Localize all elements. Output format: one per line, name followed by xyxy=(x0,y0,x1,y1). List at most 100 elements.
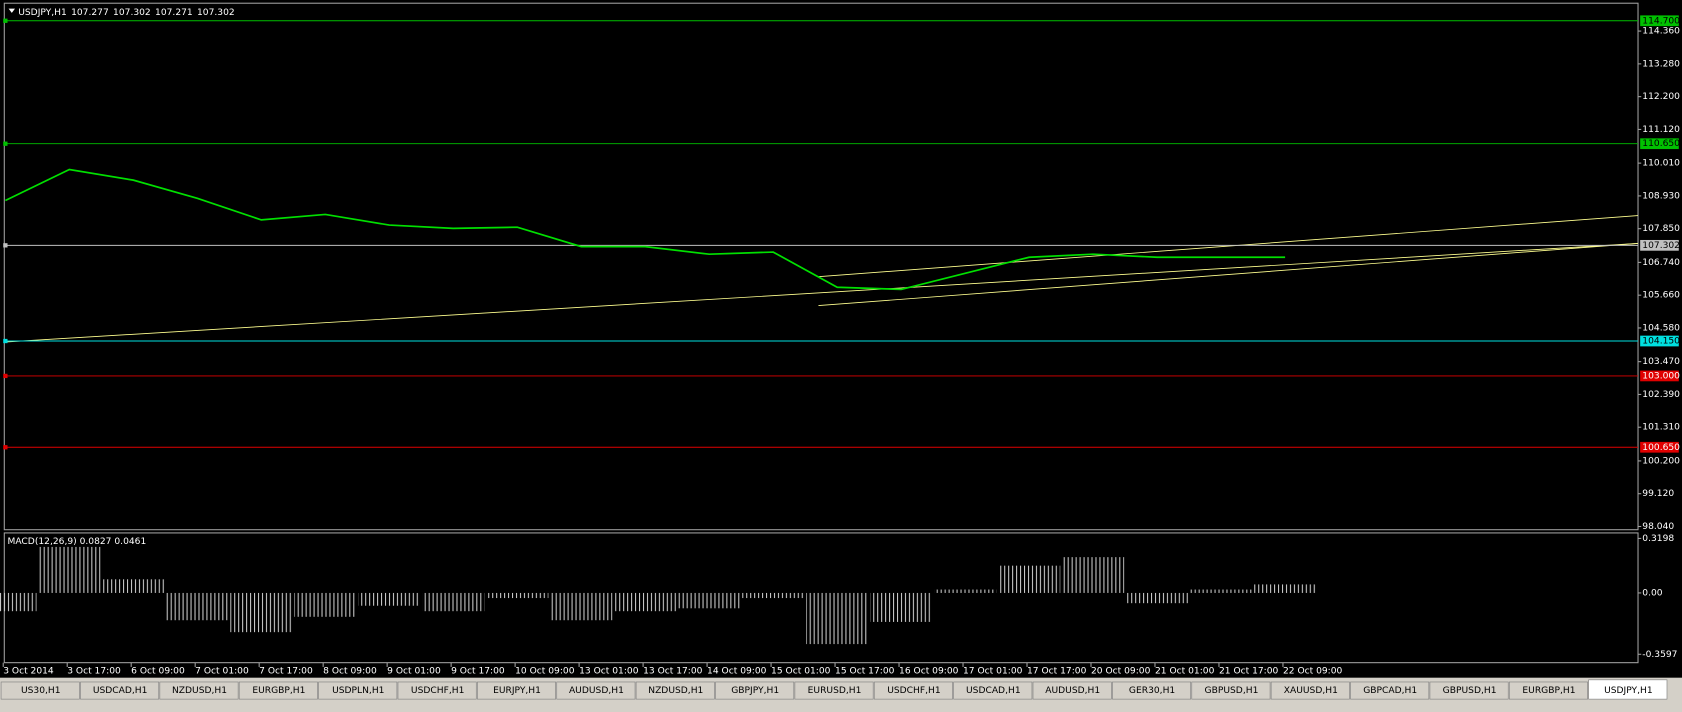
macd-bar xyxy=(742,592,805,599)
level-label-box xyxy=(1640,239,1679,251)
tab[interactable] xyxy=(1191,681,1271,700)
level-label-box xyxy=(1640,15,1679,27)
level-handle xyxy=(3,373,8,379)
tab[interactable] xyxy=(1508,681,1588,700)
tab-label[interactable]: USDCHF,H1 xyxy=(887,686,940,696)
tab-label[interactable]: GBPCAD,H1 xyxy=(1363,686,1417,696)
x-tick-label: 21 Oct 01:00 xyxy=(1155,667,1215,677)
tab-label[interactable]: EURUSD,H1 xyxy=(808,686,862,696)
tab[interactable] xyxy=(635,681,715,700)
price-line xyxy=(4,168,1286,291)
y-tick-label: 111.120 xyxy=(1642,125,1680,135)
x-tick-label: 21 Oct 17:00 xyxy=(1219,667,1279,677)
y-tick-label: 104.580 xyxy=(1642,323,1680,333)
tab-label[interactable]: AUDUSD,H1 xyxy=(1045,686,1100,696)
macd-bar xyxy=(1190,589,1253,593)
tab-label[interactable]: NZDUSD,H1 xyxy=(648,686,703,696)
x-tick-label: 14 Oct 09:00 xyxy=(707,667,767,677)
tab-label[interactable]: AUDUSD,H1 xyxy=(569,686,624,696)
tab[interactable] xyxy=(397,681,477,700)
level-handle xyxy=(3,445,8,450)
macd-bar xyxy=(934,589,997,593)
macd-bar xyxy=(166,592,229,621)
x-tick-label: 16 Oct 09:00 xyxy=(899,667,959,677)
macd-bar xyxy=(806,592,869,645)
macd-bar xyxy=(1253,584,1317,593)
x-tick-label: 3 Oct 2014 xyxy=(3,667,54,677)
macd-bar xyxy=(230,592,293,633)
x-tick-label: 7 Oct 17:00 xyxy=(259,667,313,677)
x-tick-label: 9 Oct 01:00 xyxy=(387,667,441,677)
y-tick-label: 113.280 xyxy=(1642,59,1680,69)
level-label: 104.150 xyxy=(1642,337,1680,347)
tab-label[interactable]: EURGBP,H1 xyxy=(1522,686,1575,696)
tab-label[interactable]: GER30,H1 xyxy=(1129,686,1175,696)
tab[interactable] xyxy=(1429,681,1509,700)
x-tick-label: 9 Oct 17:00 xyxy=(451,667,505,677)
macd-bar xyxy=(422,592,485,612)
macd-bar xyxy=(486,592,549,599)
x-tick-label: 13 Oct 17:00 xyxy=(643,667,703,677)
tab[interactable] xyxy=(0,681,80,700)
tab[interactable] xyxy=(1350,681,1430,700)
y-tick-label: 99.120 xyxy=(1642,489,1674,499)
header-low: 107.271 xyxy=(155,7,193,17)
tab-label[interactable]: USDJPY,H1 xyxy=(1604,686,1653,696)
x-tick-label: 15 Oct 01:00 xyxy=(771,667,831,677)
macd-bar xyxy=(998,565,1061,593)
tab[interactable] xyxy=(1112,681,1192,700)
tab[interactable] xyxy=(318,681,398,700)
y-tick-label: 102.390 xyxy=(1642,390,1680,400)
level-handle xyxy=(3,338,8,344)
tab[interactable] xyxy=(556,681,636,700)
tab[interactable] xyxy=(953,681,1033,700)
x-tick-label: 13 Oct 01:00 xyxy=(579,667,639,677)
tab[interactable] xyxy=(477,681,556,700)
y-tick-label: 112.200 xyxy=(1642,92,1680,102)
level-handle xyxy=(3,141,8,146)
tab[interactable] xyxy=(80,681,160,700)
tab-label[interactable]: XAUUSD,H1 xyxy=(1284,686,1338,696)
tab[interactable] xyxy=(1032,681,1112,700)
tab[interactable] xyxy=(873,681,953,700)
level-handle xyxy=(3,18,8,23)
tab-label[interactable]: USDCAD,H1 xyxy=(966,686,1021,696)
y-tick-label: 101.310 xyxy=(1642,423,1680,433)
macd-bar xyxy=(38,546,101,593)
menu-arrow[interactable] xyxy=(8,8,16,13)
x-tick-label: 3 Oct 17:00 xyxy=(67,667,121,677)
macd-bar xyxy=(358,592,421,606)
y-tick-label: 98.040 xyxy=(1642,522,1674,532)
tab[interactable] xyxy=(159,681,239,700)
tab-label[interactable]: GBPUSD,H1 xyxy=(1205,686,1259,696)
tab-label[interactable]: EURJPY,H1 xyxy=(493,686,541,696)
tab[interactable] xyxy=(1270,681,1350,700)
tab-label[interactable]: USDCAD,H1 xyxy=(93,686,148,696)
tab-label[interactable]: NZDUSD,H1 xyxy=(172,686,227,696)
tab-label[interactable]: EURGBP,H1 xyxy=(252,686,305,696)
tab-label[interactable]: GBPJPY,H1 xyxy=(731,686,779,696)
tab[interactable] xyxy=(238,681,318,700)
x-tick-label: 6 Oct 09:00 xyxy=(131,667,185,677)
level-label-box xyxy=(1640,138,1679,150)
y-tick-label: 106.740 xyxy=(1642,258,1680,268)
tab[interactable] xyxy=(794,681,874,700)
level-label: 100.650 xyxy=(1642,443,1680,453)
x-tick-label: 8 Oct 09:00 xyxy=(323,667,377,677)
level-label: 103.000 xyxy=(1642,371,1680,381)
tab[interactable] xyxy=(1588,679,1668,700)
tab-label[interactable]: GBPUSD,H1 xyxy=(1443,686,1497,696)
y-tick-label: 0.00 xyxy=(1642,588,1662,598)
macd-bar xyxy=(102,579,165,593)
trend-line xyxy=(4,242,1639,343)
tab[interactable] xyxy=(715,681,795,700)
level-label: 107.302 xyxy=(1642,241,1680,251)
tab-label[interactable]: US30,H1 xyxy=(21,686,61,696)
tab-label[interactable]: USDCHF,H1 xyxy=(411,686,464,696)
symbol-header: USDJPY,H1 107.277 107.302 107.271 107.302 xyxy=(18,7,234,17)
y-tick-label: 103.470 xyxy=(1642,357,1680,367)
macd-bar xyxy=(1126,592,1189,604)
tab-label[interactable]: USDPLN,H1 xyxy=(332,686,384,696)
